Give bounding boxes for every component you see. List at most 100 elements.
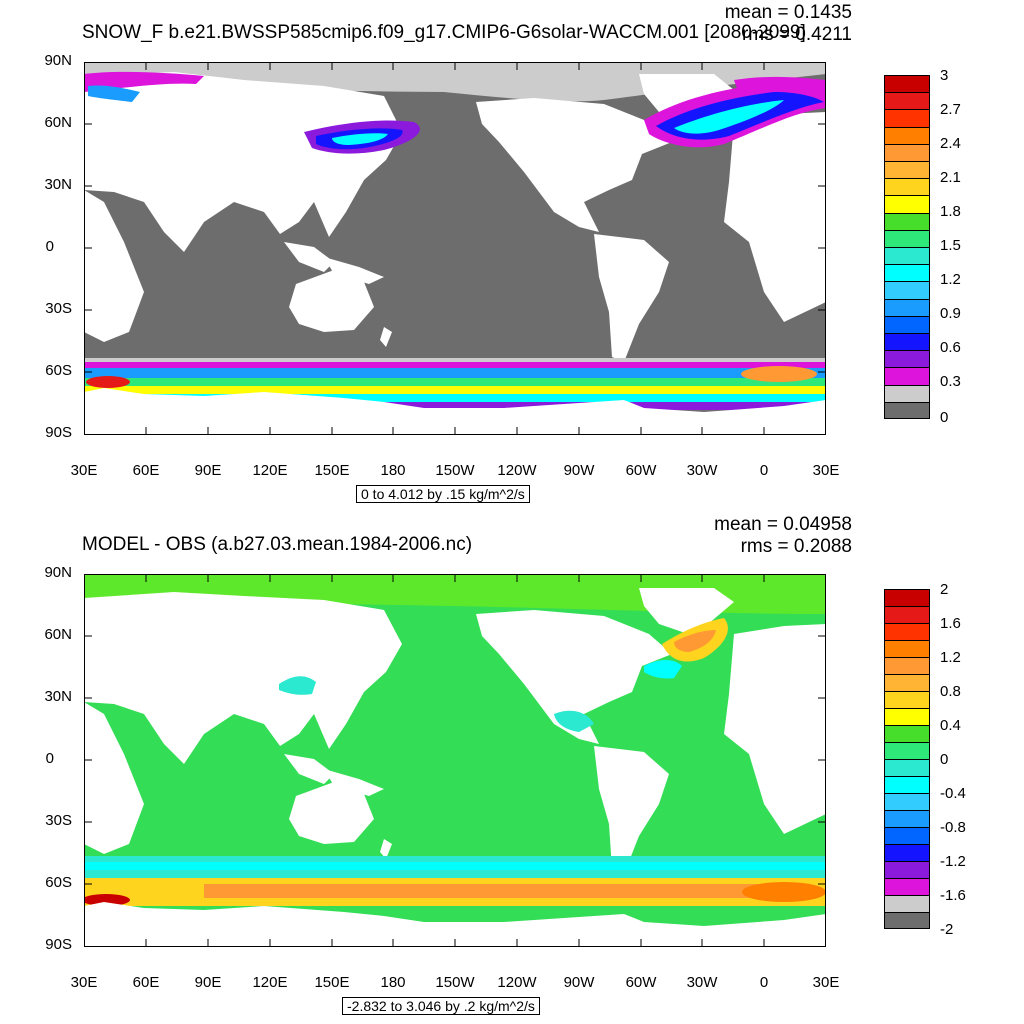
bottom-map-title: MODEL - OBS (a.b27.03.mean.1984-2006.nc) bbox=[82, 534, 473, 555]
colorbar-swatch bbox=[884, 281, 930, 299]
top-lat-label: 60S bbox=[45, 362, 72, 379]
top-colorbar-label: 0.9 bbox=[940, 305, 961, 322]
bottom-land-masses bbox=[84, 588, 826, 874]
bottom-colorbar bbox=[884, 589, 930, 929]
top-lat-label: 90N bbox=[44, 52, 72, 69]
top-lon-label: 0 bbox=[759, 462, 769, 479]
bottom-lat-label: 60S bbox=[45, 874, 72, 891]
bottom-colorbar-label: 0 bbox=[940, 751, 949, 768]
top-arctic-snow-west-core bbox=[88, 85, 140, 102]
bottom-antarctica bbox=[84, 902, 826, 947]
bottom-lon-label: 90W bbox=[563, 974, 595, 991]
bottom-lon-label: 30E bbox=[812, 974, 840, 991]
top-southern-west-hotspot bbox=[86, 376, 130, 388]
top-mean-text: mean = 0.1435 bbox=[724, 2, 852, 23]
bottom-lon-label: 60W bbox=[625, 974, 657, 991]
bottom-southern-cyan-core bbox=[84, 862, 826, 870]
top-colorbar-label: 1.5 bbox=[940, 237, 961, 254]
colorbar-swatch bbox=[884, 109, 930, 127]
bottom-colorbar-label: 1.2 bbox=[940, 649, 961, 666]
top-colorbar-label: 3 bbox=[940, 67, 949, 84]
bottom-map-canvas bbox=[84, 574, 826, 947]
top-lon-label: 30W bbox=[686, 462, 718, 479]
bottom-colorbar-label: 0.4 bbox=[940, 717, 961, 734]
top-lon-label: 90E bbox=[194, 462, 222, 479]
bottom-lat-label: 30N bbox=[44, 688, 72, 705]
colorbar-swatch bbox=[884, 691, 930, 708]
bottom-coastal-namerica bbox=[644, 660, 682, 679]
top-land-masses bbox=[84, 72, 826, 362]
colorbar-swatch bbox=[884, 315, 930, 333]
top-map-title: SNOW_F b.e21.BWSSP585cmip6.f09_g17.CMIP6… bbox=[82, 22, 806, 43]
top-southern-cyan bbox=[84, 394, 826, 402]
colorbar-swatch bbox=[884, 350, 930, 368]
top-natlantic-core bbox=[674, 100, 784, 134]
bottom-colorbar-label: 2 bbox=[940, 581, 949, 598]
colorbar-swatch bbox=[884, 912, 930, 929]
bottom-coastal-mexico bbox=[554, 710, 594, 732]
top-lon-label: 30E bbox=[70, 462, 98, 479]
top-range-box: 0 to 4.012 by .15 kg/m^2/s bbox=[356, 485, 530, 503]
bottom-lon-label: 60E bbox=[132, 974, 160, 991]
colorbar-swatch bbox=[884, 640, 930, 657]
colorbar-swatch bbox=[884, 827, 930, 844]
colorbar-swatch bbox=[884, 742, 930, 759]
bottom-colorbar-label: 0.8 bbox=[940, 683, 961, 700]
colorbar-swatch bbox=[884, 793, 930, 810]
bottom-range-box: -2.832 to 3.046 by .2 kg/m^2/s bbox=[342, 997, 540, 1015]
top-colorbar-label: 2.7 bbox=[940, 101, 961, 118]
bottom-lon-label: 180 bbox=[380, 974, 406, 991]
colorbar-swatch bbox=[884, 195, 930, 213]
top-lon-label: 150W bbox=[435, 462, 475, 479]
bottom-lat-label: 60N bbox=[44, 626, 72, 643]
top-map-ticks bbox=[84, 62, 826, 435]
top-arctic-band bbox=[84, 62, 826, 102]
colorbar-swatch bbox=[884, 844, 930, 861]
top-lon-label: 180 bbox=[380, 462, 406, 479]
colorbar-swatch bbox=[884, 606, 930, 623]
colorbar-swatch bbox=[884, 75, 930, 93]
top-southern-green bbox=[84, 378, 826, 386]
bottom-lat-label: 90N bbox=[44, 564, 72, 581]
colorbar-swatch bbox=[884, 247, 930, 265]
colorbar-swatch bbox=[884, 143, 930, 161]
bottom-southern-west-hotspot bbox=[84, 894, 130, 906]
bottom-southern-east-hotspot bbox=[742, 882, 826, 902]
top-colorbar-label: 2.4 bbox=[940, 135, 961, 152]
colorbar-swatch bbox=[884, 367, 930, 385]
top-colorbar-label: 2.1 bbox=[940, 169, 961, 186]
bottom-natlantic-core bbox=[674, 630, 716, 652]
colorbar-swatch bbox=[884, 401, 930, 419]
colorbar-swatch bbox=[884, 776, 930, 793]
bottom-lon-label: 120E bbox=[252, 974, 288, 991]
top-lon-label: 60W bbox=[625, 462, 657, 479]
colorbar-swatch bbox=[884, 178, 930, 196]
top-npacific-core bbox=[332, 133, 388, 145]
top-colorbar-label: 1.2 bbox=[940, 271, 961, 288]
colorbar-swatch bbox=[884, 708, 930, 725]
bottom-lon-label: 150W bbox=[435, 974, 475, 991]
top-colorbar-label: 0 bbox=[940, 409, 949, 426]
top-lon-label: 30E bbox=[812, 462, 840, 479]
top-lon-label: 90W bbox=[563, 462, 595, 479]
top-southern-blue bbox=[84, 368, 826, 378]
bottom-lon-label: 0 bbox=[759, 974, 769, 991]
colorbar-swatch bbox=[884, 878, 930, 895]
bottom-colorbar-label: -1.2 bbox=[940, 853, 966, 870]
colorbar-swatch bbox=[884, 333, 930, 351]
bottom-colorbar-label: -0.4 bbox=[940, 785, 966, 802]
colorbar-swatch bbox=[884, 298, 930, 316]
top-antarctica bbox=[84, 388, 826, 435]
top-lat-label: 0 bbox=[45, 238, 54, 255]
top-lat-label: 60N bbox=[44, 114, 72, 131]
top-colorbar-label: 0.3 bbox=[940, 373, 961, 390]
colorbar-swatch bbox=[884, 161, 930, 179]
bottom-colorbar-label: -1.6 bbox=[940, 887, 966, 904]
colorbar-swatch bbox=[884, 810, 930, 827]
colorbar-swatch bbox=[884, 212, 930, 230]
colorbar-swatch bbox=[884, 264, 930, 282]
top-southern-magenta bbox=[84, 362, 826, 368]
bottom-map-panel: mean = 0.04958 MODEL - OBS (a.b27.03.mea… bbox=[0, 512, 1024, 1024]
top-southern-yellow bbox=[84, 386, 826, 394]
top-colorbar bbox=[884, 75, 930, 419]
